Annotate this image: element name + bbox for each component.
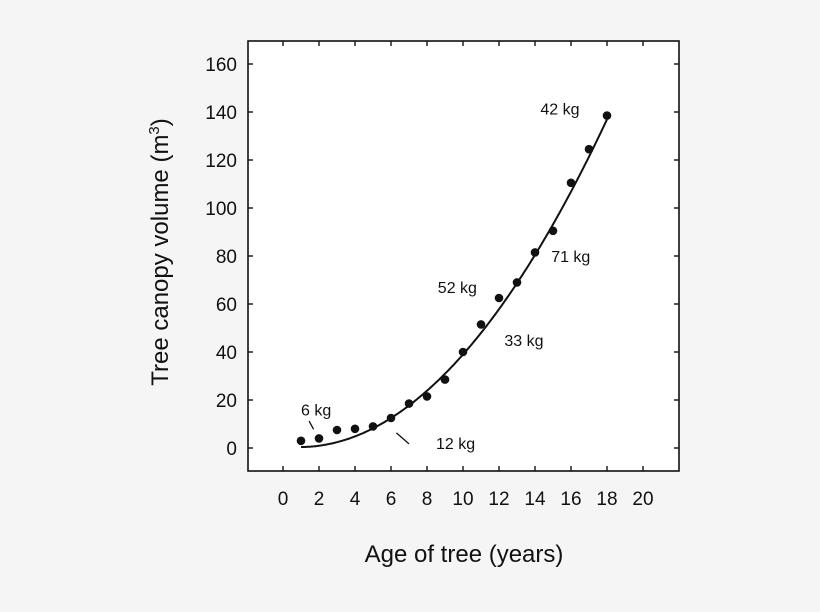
x-tick-label: 2 [314,489,325,510]
data-point [458,347,468,357]
x-tick-label: 6 [386,489,397,510]
x-tick-label: 8 [422,489,433,510]
data-point [386,413,396,423]
data-point [602,111,612,120]
y-axis-title-suffix: ) [147,118,174,126]
y-tick-label: 80 [216,247,237,268]
annotation-label: 33 kg [504,333,543,350]
annotation-leader-line [395,432,410,445]
annotations: 6 kg 12 kg 33 kg 52 kg 71 kg 42 kg [301,101,590,453]
x-tick-label: 14 [524,489,546,510]
x-tick-label: 12 [488,489,509,510]
y-axis-tick-labels: 0 20 40 60 80 100 120 140 160 [205,55,237,460]
y-tick-label: 40 [216,343,237,364]
data-point [476,320,486,329]
annotation-label: 6 kg [301,403,331,420]
data-point [422,392,432,401]
y-tick-label: 160 [205,55,237,76]
data-point [350,424,360,434]
data-point [440,375,450,384]
data-point [314,434,324,443]
annotation-label: 12 kg [436,436,475,453]
x-tick-label: 4 [350,489,361,510]
data-point [494,293,504,303]
y-tick-label: 0 [226,439,237,460]
y-axis-title-superscript: 3 [146,126,163,134]
fitted-curve [301,118,608,448]
y-tick-label: 120 [205,151,237,172]
annotation-label: 71 kg [551,249,590,266]
data-point [548,226,558,236]
data-point [530,248,540,257]
x-axis-tick-labels: 0 2 4 6 8 10 12 14 16 18 20 [278,489,654,510]
x-tick-label: 10 [452,489,473,510]
x-tick-label: 20 [632,489,653,510]
x-tick-label: 16 [560,489,581,510]
data-point [368,422,378,431]
data-point [566,178,576,188]
x-axis-title: Age of tree (years) [365,541,564,568]
data-point [296,436,306,446]
axis-ticks [248,41,679,471]
y-tick-label: 60 [216,295,237,316]
y-tick-label: 100 [205,199,237,220]
y-axis-title: Tree canopy volume (m3) [146,118,174,386]
x-tick-label: 0 [278,489,289,510]
annotation-leader-line [308,420,315,430]
data-point [404,399,414,408]
y-tick-label: 140 [205,103,237,124]
data-point [332,425,342,435]
x-tick-label: 18 [596,489,617,510]
y-tick-label: 20 [216,391,237,412]
data-points [296,111,612,446]
annotation-label: 42 kg [540,101,579,118]
annotation-label: 52 kg [438,280,477,297]
data-point [584,144,594,154]
y-axis-title-main: Tree canopy volume (m [147,135,174,386]
data-point [512,278,522,287]
